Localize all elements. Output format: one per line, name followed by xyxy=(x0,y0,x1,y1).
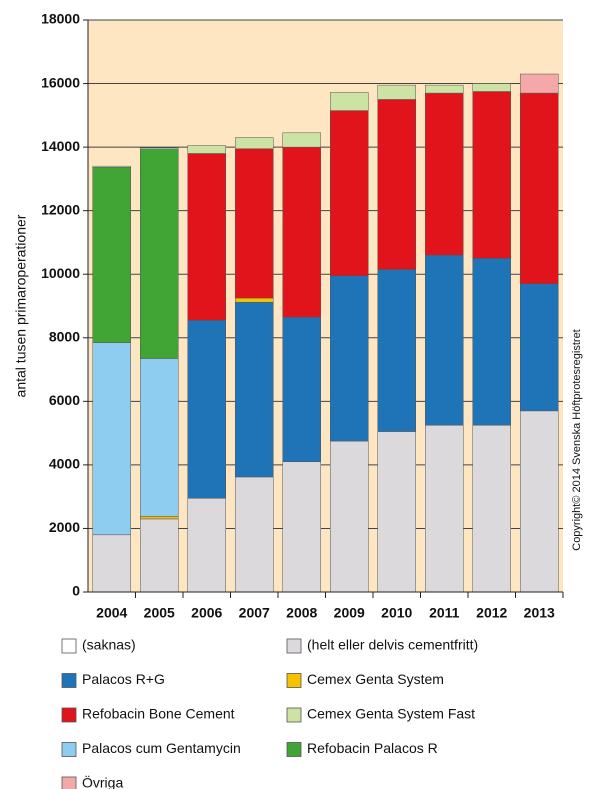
legend-swatch xyxy=(286,638,302,654)
legend-swatch xyxy=(61,707,77,723)
y-tick-label: 2000 xyxy=(49,519,80,535)
legend-swatch xyxy=(286,742,302,757)
bar-segment xyxy=(472,91,511,259)
bar-segment xyxy=(282,132,321,148)
bar-segment xyxy=(187,498,226,593)
y-tick-label: 18000 xyxy=(41,11,80,27)
legend-label: Övriga xyxy=(82,774,123,789)
bar-segment xyxy=(140,147,179,149)
bar-segment xyxy=(235,137,274,149)
bar-segment xyxy=(187,145,226,154)
x-tick-label: 2004 xyxy=(96,605,127,621)
y-tick-label: 12000 xyxy=(41,201,80,217)
y-tick-label: 10000 xyxy=(41,265,80,281)
bar-segment xyxy=(282,146,321,318)
bar-segment xyxy=(520,92,559,285)
x-tick-label: 2009 xyxy=(334,605,365,621)
x-tick-label: 2005 xyxy=(144,605,175,621)
legend-label: Cemex Genta System xyxy=(307,671,444,687)
bar-segment xyxy=(425,84,464,94)
bar-segment xyxy=(377,84,416,100)
x-tick-label: 2011 xyxy=(429,605,460,621)
x-tick-label: 2010 xyxy=(381,605,412,621)
y-tick-label: 0 xyxy=(72,583,80,599)
legend-swatch xyxy=(286,707,302,723)
x-tick-label: 2007 xyxy=(239,605,270,621)
legend-swatch xyxy=(61,638,77,654)
bar-segment xyxy=(187,320,226,499)
legend-swatch xyxy=(61,776,77,789)
legend-swatch xyxy=(286,673,302,688)
bar-segment xyxy=(235,476,274,593)
legend-swatch xyxy=(61,673,77,688)
legend-label: Refobacin Palacos R xyxy=(307,740,438,756)
bar-segment xyxy=(330,440,369,593)
x-tick-label: 2012 xyxy=(476,605,507,621)
y-tick-label: 14000 xyxy=(41,138,80,154)
copyright: Copyright© 2014 Svenska Höftprotesregist… xyxy=(571,329,583,551)
legend-label: Palacos cum Gentamycin xyxy=(82,740,241,756)
bar-segment xyxy=(425,92,464,256)
y-tick-label: 6000 xyxy=(49,392,80,408)
bar-segment xyxy=(140,516,179,520)
bar-segment xyxy=(92,534,131,593)
bar-segment xyxy=(140,518,179,593)
legend-label: (helt eller delvis cementfritt) xyxy=(307,637,478,653)
legend-label: (saknas) xyxy=(82,637,136,653)
legend-swatch xyxy=(61,742,77,757)
bar-segment xyxy=(472,83,511,92)
bar-segment xyxy=(330,110,369,277)
bar-segment xyxy=(472,258,511,426)
bar-segment xyxy=(92,165,131,168)
bar-segment xyxy=(140,358,179,517)
bar-segment xyxy=(282,461,321,593)
bar-segment xyxy=(520,283,559,412)
y-tick-label: 4000 xyxy=(49,456,80,472)
legend-label: Refobacin Bone Cement xyxy=(82,706,235,722)
bar-segment xyxy=(377,269,416,432)
bar-segment xyxy=(282,316,321,462)
legend-label: Cemex Genta System Fast xyxy=(307,706,475,722)
bar-segment xyxy=(377,431,416,593)
y-tick-label: 16000 xyxy=(41,74,80,90)
bar-segment xyxy=(187,153,226,321)
bar-segment xyxy=(520,410,559,593)
bar-segment xyxy=(330,275,369,442)
bar-segment xyxy=(235,297,274,303)
bar-segment xyxy=(425,424,464,593)
bar-segment xyxy=(92,342,131,536)
x-tick-label: 2013 xyxy=(524,605,555,621)
bar-segment xyxy=(140,148,179,359)
bar-segment xyxy=(425,254,464,426)
y-axis-label: antal tusen primaroperationer xyxy=(13,214,29,397)
bar-segment xyxy=(330,92,369,111)
x-tick-label: 2006 xyxy=(191,605,222,621)
bar-segment xyxy=(377,99,416,270)
bar-segment xyxy=(235,301,274,478)
legend-label: Palacos R+G xyxy=(82,671,165,687)
bar-segment xyxy=(92,166,131,343)
bar-segment xyxy=(520,73,559,94)
bar-segment xyxy=(235,148,274,299)
bar-segment xyxy=(472,424,511,593)
x-tick-label: 2008 xyxy=(286,605,317,621)
y-tick-label: 8000 xyxy=(49,328,80,344)
